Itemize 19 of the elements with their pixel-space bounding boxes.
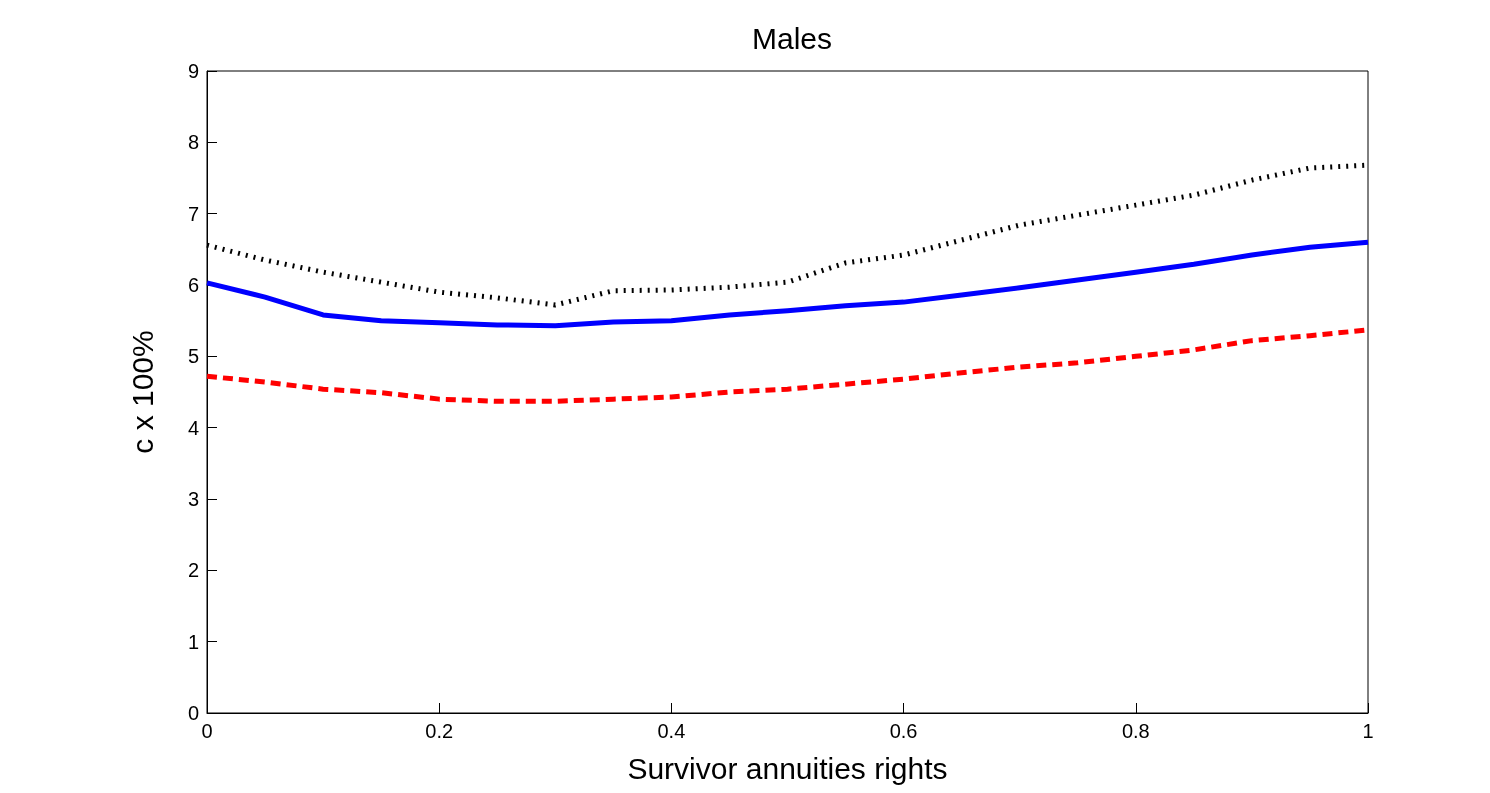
x-tick-label: 0.2 [425,720,454,742]
y-tick-label: 6 [187,274,199,296]
x-tick-label: 0 [201,720,213,742]
y-tick-label: 1 [187,630,199,653]
y-tick-label: 0 [187,702,199,724]
y-axis-title: c x 100% [125,330,159,454]
x-tick-label: 0.6 [889,720,918,742]
y-tick-label: 9 [187,60,199,82]
y-tick-label: 2 [187,559,199,582]
y-tick-label: 7 [187,202,199,225]
y-tick-label: 3 [187,488,199,510]
y-tick-label: 4 [187,416,199,439]
x-tick-label: 1 [1362,720,1374,742]
y-tick-label: 5 [187,345,199,368]
chart-title: Males [751,21,833,55]
y-tick-label: 8 [187,131,199,154]
x-tick-label: 0.4 [657,720,686,742]
x-axis-title: Survivor annuities rights [627,751,948,785]
x-tick-label: 0.8 [1121,720,1150,742]
